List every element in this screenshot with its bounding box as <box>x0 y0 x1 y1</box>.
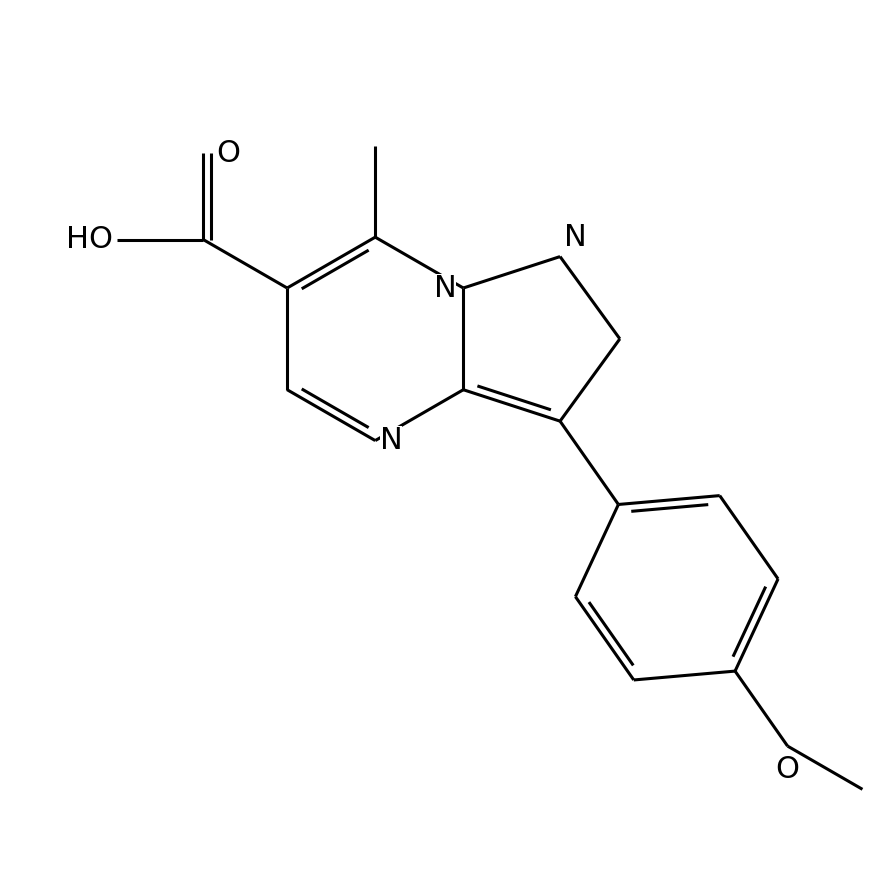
Text: O: O <box>775 755 799 784</box>
Text: HO: HO <box>66 225 112 255</box>
Text: N: N <box>434 273 456 303</box>
Text: O: O <box>217 139 241 167</box>
Text: N: N <box>380 426 402 455</box>
Text: N: N <box>565 223 587 252</box>
